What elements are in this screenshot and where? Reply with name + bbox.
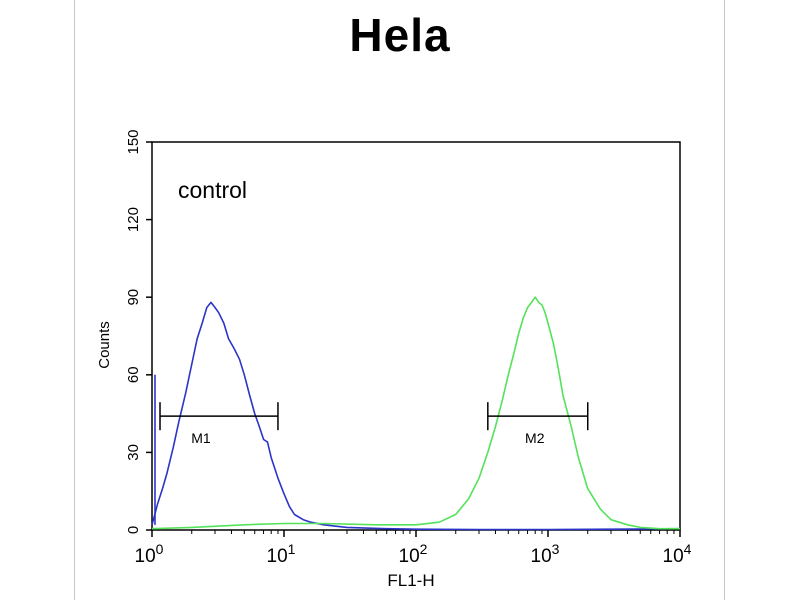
y-tick-label: 30 — [125, 444, 142, 461]
marker-m1-label: M1 — [191, 430, 211, 446]
image-frame-left-edge — [74, 0, 75, 600]
y-tick-label: 0 — [125, 526, 142, 534]
x-axis-label: FL1-H — [387, 571, 434, 590]
control-histogram-line — [151, 301, 681, 531]
y-tick-label: 90 — [125, 289, 142, 306]
y-tick-label: 120 — [125, 207, 142, 232]
x-tick-label: 102 — [399, 541, 428, 567]
x-tick-label: 100 — [135, 541, 164, 567]
image-frame-right-edge — [724, 0, 725, 600]
sample-histogram-line — [151, 296, 680, 530]
y-tick-label: 150 — [125, 129, 142, 154]
x-tick-label: 101 — [267, 541, 296, 567]
control-annotation: control — [178, 177, 247, 203]
y-axis-label: Counts — [96, 321, 113, 369]
marker-m2-label: M2 — [525, 430, 545, 446]
x-tick-label: 104 — [663, 541, 692, 567]
x-tick-label: 103 — [531, 541, 560, 567]
chart-title: Hela — [349, 9, 451, 61]
y-tick-label: 60 — [125, 366, 142, 383]
